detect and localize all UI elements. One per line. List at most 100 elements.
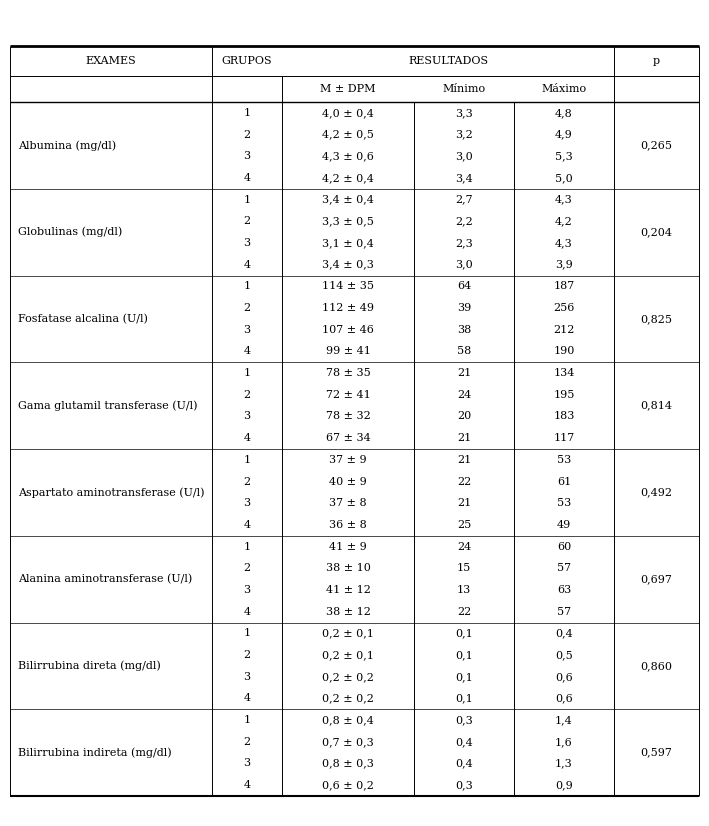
Text: 0,3: 0,3 [455,715,473,725]
Text: 1: 1 [243,368,250,378]
Text: 2: 2 [243,477,250,487]
Text: 41 ± 12: 41 ± 12 [325,585,370,595]
Text: 4,3 ± 0,6: 4,3 ± 0,6 [322,151,374,161]
Text: 0,1: 0,1 [455,693,473,704]
Text: 3,0: 3,0 [455,259,473,269]
Text: 1: 1 [243,715,250,725]
Text: 187: 187 [554,282,574,292]
Text: 0,2 ± 0,1: 0,2 ± 0,1 [322,629,374,638]
Text: 21: 21 [457,498,471,508]
Text: 53: 53 [557,498,571,508]
Text: 3,1 ± 0,4: 3,1 ± 0,4 [322,238,374,248]
Text: 0,7 ± 0,3: 0,7 ± 0,3 [322,737,374,747]
Text: 36 ± 8: 36 ± 8 [329,520,367,530]
Text: 40 ± 9: 40 ± 9 [329,477,367,487]
Text: 2,3: 2,3 [455,238,473,248]
Text: 112 ± 49: 112 ± 49 [322,303,374,313]
Text: 57: 57 [557,563,571,573]
Text: 2: 2 [243,390,250,400]
Text: 1,6: 1,6 [555,737,573,747]
Text: 0,814: 0,814 [640,401,673,411]
Text: 78 ± 35: 78 ± 35 [325,368,370,378]
Text: 0,2 ± 0,2: 0,2 ± 0,2 [322,693,374,704]
Text: 0,9: 0,9 [555,780,573,790]
Text: 0,4: 0,4 [455,758,473,768]
Text: 67 ± 34: 67 ± 34 [325,433,370,444]
Text: 13: 13 [457,585,471,595]
Text: 38 ± 12: 38 ± 12 [325,606,370,617]
Text: Bilirrubina direta (mg/dl): Bilirrubina direta (mg/dl) [18,661,161,672]
Text: 5,3: 5,3 [555,151,573,161]
Text: 25: 25 [457,520,471,530]
Text: 0,2 ± 0,1: 0,2 ± 0,1 [322,650,374,660]
Text: 0,8 ± 0,3: 0,8 ± 0,3 [322,758,374,768]
Text: 2,7: 2,7 [455,195,473,205]
Text: 0,6: 0,6 [555,693,573,704]
Text: 61: 61 [557,477,571,487]
Text: 4: 4 [243,346,250,356]
Text: 38 ± 10: 38 ± 10 [325,563,370,573]
Text: 3: 3 [243,758,250,768]
Text: 3: 3 [243,151,250,161]
Text: 4,2 ± 0,5: 4,2 ± 0,5 [322,130,374,140]
Text: 3: 3 [243,585,250,595]
Text: 64: 64 [457,282,471,292]
Text: 4,2: 4,2 [555,216,573,226]
Text: 0,4: 0,4 [455,737,473,747]
Text: 3,2: 3,2 [455,130,473,140]
Text: 3,4: 3,4 [455,173,473,183]
Text: 134: 134 [553,368,575,378]
Text: 99 ± 41: 99 ± 41 [325,346,370,356]
Text: EXAMES: EXAMES [86,56,136,66]
Text: 4,2 ± 0,4: 4,2 ± 0,4 [322,173,374,183]
Text: 0,4: 0,4 [555,629,573,638]
Text: Mínimo: Mínimo [442,84,486,94]
Text: 22: 22 [457,606,471,617]
Text: 190: 190 [553,346,575,356]
Text: Fosfatase alcalina (U/l): Fosfatase alcalina (U/l) [18,314,148,324]
Text: 20: 20 [457,411,471,421]
Text: 24: 24 [457,390,471,400]
Text: 1: 1 [243,108,250,118]
Text: 2: 2 [243,737,250,747]
Text: 4,0 ± 0,4: 4,0 ± 0,4 [322,108,374,118]
Text: 3,3 ± 0,5: 3,3 ± 0,5 [322,216,374,226]
Text: 4: 4 [243,780,250,790]
Text: 21: 21 [457,433,471,444]
Text: 2,2: 2,2 [455,216,473,226]
Text: 3,4 ± 0,4: 3,4 ± 0,4 [322,195,374,205]
Text: 4,3: 4,3 [555,238,573,248]
Text: 57: 57 [557,606,571,617]
Text: 4: 4 [243,259,250,269]
Text: 107 ± 46: 107 ± 46 [322,325,374,335]
Text: 78 ± 32: 78 ± 32 [325,411,370,421]
Text: Albumina (mg/dl): Albumina (mg/dl) [18,140,116,150]
Text: 2: 2 [243,130,250,140]
Text: 1: 1 [243,455,250,465]
Text: 212: 212 [553,325,575,335]
Text: 3,0: 3,0 [455,151,473,161]
Text: 0,1: 0,1 [455,650,473,660]
Text: 1,3: 1,3 [555,758,573,768]
Text: 21: 21 [457,455,471,465]
Text: 0,2 ± 0,2: 0,2 ± 0,2 [322,672,374,681]
Text: 1: 1 [243,282,250,292]
Text: Gama glutamil transferase (U/l): Gama glutamil transferase (U/l) [18,401,198,411]
Text: 4,3: 4,3 [555,195,573,205]
Text: RESULTADOS: RESULTADOS [408,56,488,66]
Text: 1: 1 [243,629,250,638]
Text: 0,3: 0,3 [455,780,473,790]
Text: 3,4 ± 0,3: 3,4 ± 0,3 [322,259,374,269]
Text: 4: 4 [243,693,250,704]
Text: 117: 117 [554,433,574,444]
Text: 37 ± 9: 37 ± 9 [329,455,367,465]
Text: 2: 2 [243,563,250,573]
Text: 0,597: 0,597 [640,748,672,757]
Text: 3: 3 [243,411,250,421]
Text: 0,1: 0,1 [455,672,473,681]
Text: 4: 4 [243,520,250,530]
Text: 53: 53 [557,455,571,465]
Text: 58: 58 [457,346,471,356]
Text: 37 ± 8: 37 ± 8 [329,498,367,508]
Text: M ± DPM: M ± DPM [320,84,376,94]
